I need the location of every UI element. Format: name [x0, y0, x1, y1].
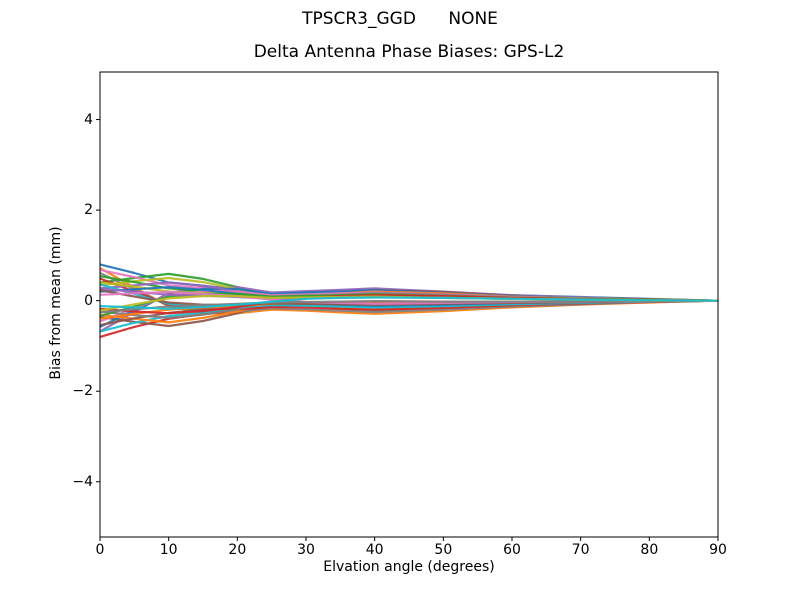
- x-tick-label: 50: [434, 542, 453, 558]
- y-tick-label: 2: [84, 202, 93, 219]
- y-tick-label: 4: [84, 111, 93, 128]
- x-tick-label: 60: [503, 542, 521, 558]
- x-tick-label: 90: [709, 542, 727, 558]
- axis-ticks: [96, 119, 719, 541]
- series-line: [99, 296, 719, 310]
- y-tick-label: −4: [72, 473, 93, 490]
- figure-suptitle: TPSCR3_GGD NONE: [302, 9, 498, 29]
- x-axis-label: Elvation angle (degrees): [323, 559, 495, 575]
- y-tick-label: 0: [84, 292, 93, 309]
- x-tick-label: 10: [159, 542, 178, 558]
- x-tick-label: 0: [95, 542, 105, 558]
- axes-title: Delta Antenna Phase Biases: GPS-L2: [253, 42, 565, 62]
- x-tick-label: 80: [640, 542, 659, 558]
- x-tick-label: 20: [228, 542, 247, 558]
- x-tick-label: 70: [571, 542, 590, 558]
- x-tick-label: 30: [297, 542, 315, 558]
- axes-spines: [99, 71, 719, 538]
- y-tick-label: −2: [72, 383, 93, 400]
- x-tick-label: 40: [365, 542, 384, 558]
- series-line: [99, 299, 719, 314]
- series-lines: [99, 263, 719, 338]
